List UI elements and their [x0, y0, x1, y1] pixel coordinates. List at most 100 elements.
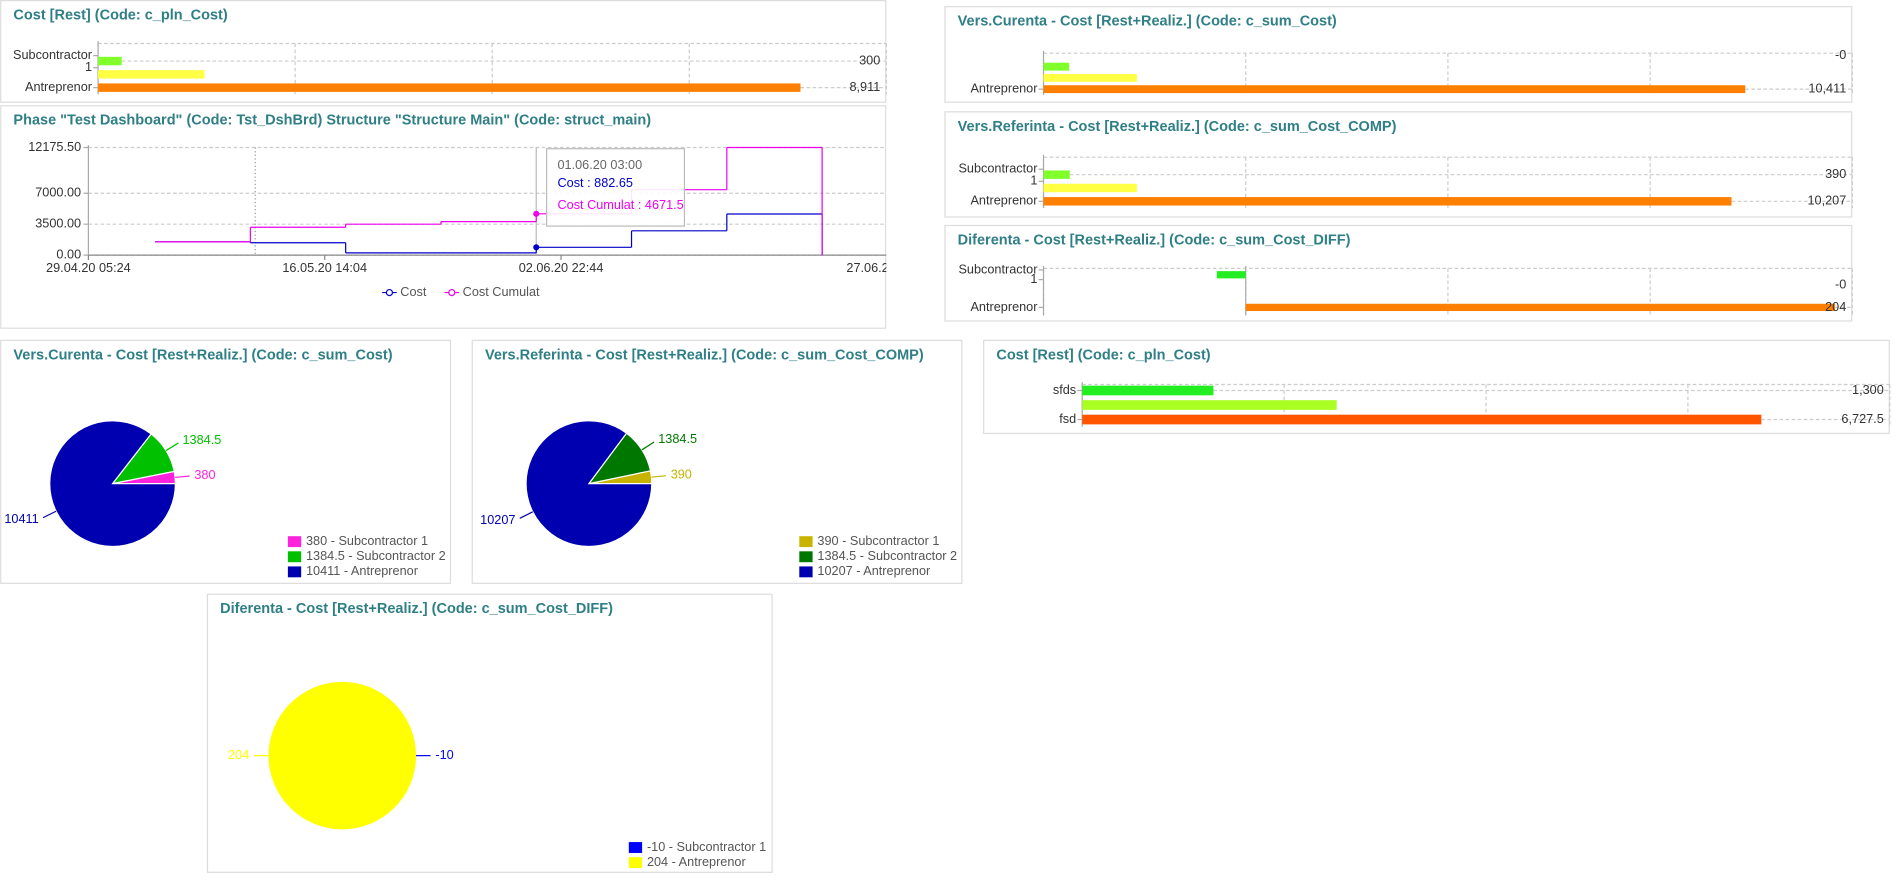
panel-title: Diferenta - Cost [Rest+Realiz.] (Code: c…: [958, 232, 1351, 248]
bar: [1043, 73, 1137, 82]
bar: [1043, 197, 1732, 206]
panel-title: Cost [Rest] (Code: c_pln_Cost): [13, 8, 227, 24]
x-tick-label: 27.06.20 00:30: [846, 261, 931, 275]
legend-marker: [448, 288, 456, 297]
data-label: 1384.5: [658, 432, 697, 446]
category-label: Subcontractor: [958, 262, 1038, 276]
pie-slice: [268, 681, 417, 830]
panel: Cost [Rest] (Code: c_pln_Cost) Subcontrac…: [0, 0, 887, 103]
hover-marker: [533, 210, 540, 217]
category-label: fsd: [1059, 412, 1076, 426]
value-label: 8,911: [849, 80, 880, 94]
tooltip-line: Cost Cumulat : 4671.5: [557, 198, 683, 212]
legend-label: 1384.5 - Subcontractor 2: [306, 549, 446, 563]
legend-swatch: [628, 857, 643, 869]
panel-title: Vers.Curenta - Cost [Rest+Realiz.] (Code…: [13, 347, 392, 363]
legend-label: 204 - Antreprenor: [647, 855, 747, 869]
legend-label: 10207 - Antreprenor: [817, 564, 931, 578]
category-label: Antreprenor: [970, 82, 1038, 96]
data-label: -10: [435, 748, 453, 762]
bar: [98, 70, 205, 79]
panel: Diferenta - Cost [Rest+Realiz.] (Code: c…: [944, 224, 1853, 322]
panel-frame: [0, 105, 887, 329]
panel-title: Vers.Referinta - Cost [Rest+Realiz.] (Co…: [485, 347, 924, 363]
panel-title: Cost [Rest] (Code: c_pln_Cost): [996, 347, 1210, 363]
panel-title: Phase "Test Dashboard" (Code: Tst_DshBrd…: [13, 113, 651, 129]
value-label: 390: [1825, 167, 1846, 181]
legend-swatch: [799, 536, 813, 548]
bar: [1043, 183, 1137, 193]
y-tick-label: 12175.50: [28, 140, 81, 154]
legend-swatch: [799, 566, 813, 578]
bar: [1043, 170, 1070, 179]
annotation: -0: [1835, 48, 1846, 62]
tooltip-box: [546, 148, 686, 227]
bar: [1216, 271, 1246, 279]
bar: [1082, 414, 1762, 425]
value-label: 10,207: [1807, 194, 1846, 208]
category-label: Antreprenor: [25, 80, 93, 94]
label-connector: [175, 475, 190, 479]
bar: [1082, 400, 1337, 410]
category-label: 1: [1030, 272, 1037, 286]
panel: Phase "Test Dashboard" (Code: Tst_DshBrd…: [0, 105, 931, 329]
label-connector: [165, 442, 179, 452]
panel-title: Vers.Curenta - Cost [Rest+Realiz.] (Code…: [958, 14, 1337, 30]
legend-swatch: [799, 551, 813, 563]
category-label: sfds: [1053, 383, 1076, 397]
label-connector: [641, 441, 655, 451]
panel: Vers.Curenta - Cost [Rest+Realiz.] (Code…: [944, 6, 1853, 103]
hover-marker: [533, 244, 540, 251]
data-label: 10207: [480, 513, 515, 527]
y-tick-label: 7000.00: [35, 186, 81, 200]
tooltip-title: 01.06.20 03:00: [557, 158, 642, 172]
x-tick-label: 16.05.20 14:04: [282, 261, 367, 275]
x-tick-label: 02.06.20 22:44: [519, 261, 604, 275]
bar: [1082, 385, 1214, 396]
legend-swatch: [287, 536, 302, 548]
category-label: 1: [1030, 174, 1037, 188]
panel-title: Vers.Referinta - Cost [Rest+Realiz.] (Co…: [958, 119, 1397, 135]
category-label: Antreprenor: [970, 300, 1038, 314]
panel: Cost [Rest] (Code: c_pln_Cost)sfds 1,300 f…: [983, 339, 1891, 435]
value-label: 300: [859, 53, 880, 67]
value-label: 10,411: [1808, 82, 1846, 96]
data-label: 390: [671, 468, 692, 482]
category-label: Subcontractor: [13, 48, 93, 62]
category-label: 1: [85, 60, 92, 74]
legend-label: 380 - Subcontractor 1: [306, 534, 428, 548]
panel: Vers.Curenta - Cost [Rest+Realiz.] (Code…: [0, 339, 452, 584]
legend-label: 390 - Subcontractor 1: [817, 534, 939, 548]
legend-label: 1384.5 - Subcontractor 2: [817, 549, 957, 563]
category-label: Subcontractor: [958, 162, 1038, 176]
tooltip-line: Cost : 882.65: [557, 176, 632, 190]
legend-label: -10 - Subcontractor 1: [647, 840, 766, 854]
bar: [1043, 85, 1746, 94]
x-tick-label: 29.04.20 05:24: [46, 261, 131, 275]
data-label: 380: [194, 468, 215, 482]
legend-label: 10411 - Antreprenor: [306, 564, 419, 578]
annotation: -0: [1835, 278, 1846, 292]
bar: [1245, 303, 1836, 312]
legend-swatch: [287, 566, 302, 578]
label-connector: [651, 475, 666, 478]
tooltip: 01.06.20 03:00 Cost : 882.65 Cost Cumulat …: [546, 148, 686, 227]
panel-title: Diferenta - Cost [Rest+Realiz.] (Code: c…: [220, 601, 613, 617]
bar: [98, 83, 801, 92]
legend-swatch: [287, 551, 302, 563]
bar: [1043, 62, 1070, 71]
label-connector: [42, 510, 57, 519]
y-tick-label: 3500.00: [35, 217, 81, 231]
y-tick-label: 0.00: [56, 247, 81, 261]
category-label: Antreprenor: [970, 194, 1038, 208]
legend-swatch: [628, 842, 643, 853]
panel: Diferenta - Cost [Rest+Realiz.] (Code: c…: [206, 593, 773, 873]
panel: Vers.Referinta - Cost [Rest+Realiz.] (Co…: [471, 339, 963, 584]
legend-marker: [385, 288, 394, 297]
legend-label: Cost: [400, 285, 427, 299]
value-label: 1,300: [1852, 383, 1884, 397]
legend-label: Cost Cumulat: [463, 285, 540, 299]
data-label: 204: [228, 748, 249, 762]
